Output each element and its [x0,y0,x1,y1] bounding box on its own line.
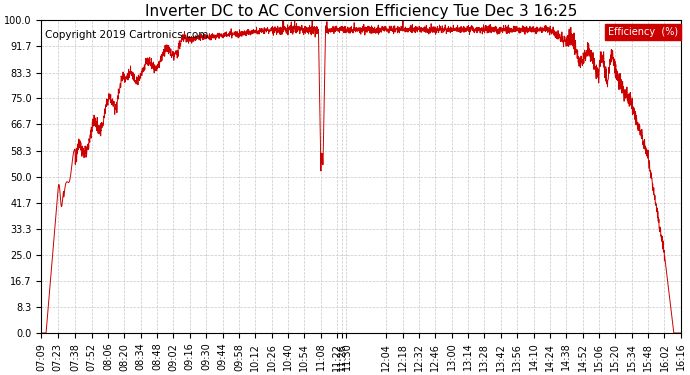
Text: Efficiency  (%): Efficiency (%) [607,27,678,37]
Title: Inverter DC to AC Conversion Efficiency Tue Dec 3 16:25: Inverter DC to AC Conversion Efficiency … [145,4,578,19]
Text: Copyright 2019 Cartronics.com: Copyright 2019 Cartronics.com [45,30,208,40]
